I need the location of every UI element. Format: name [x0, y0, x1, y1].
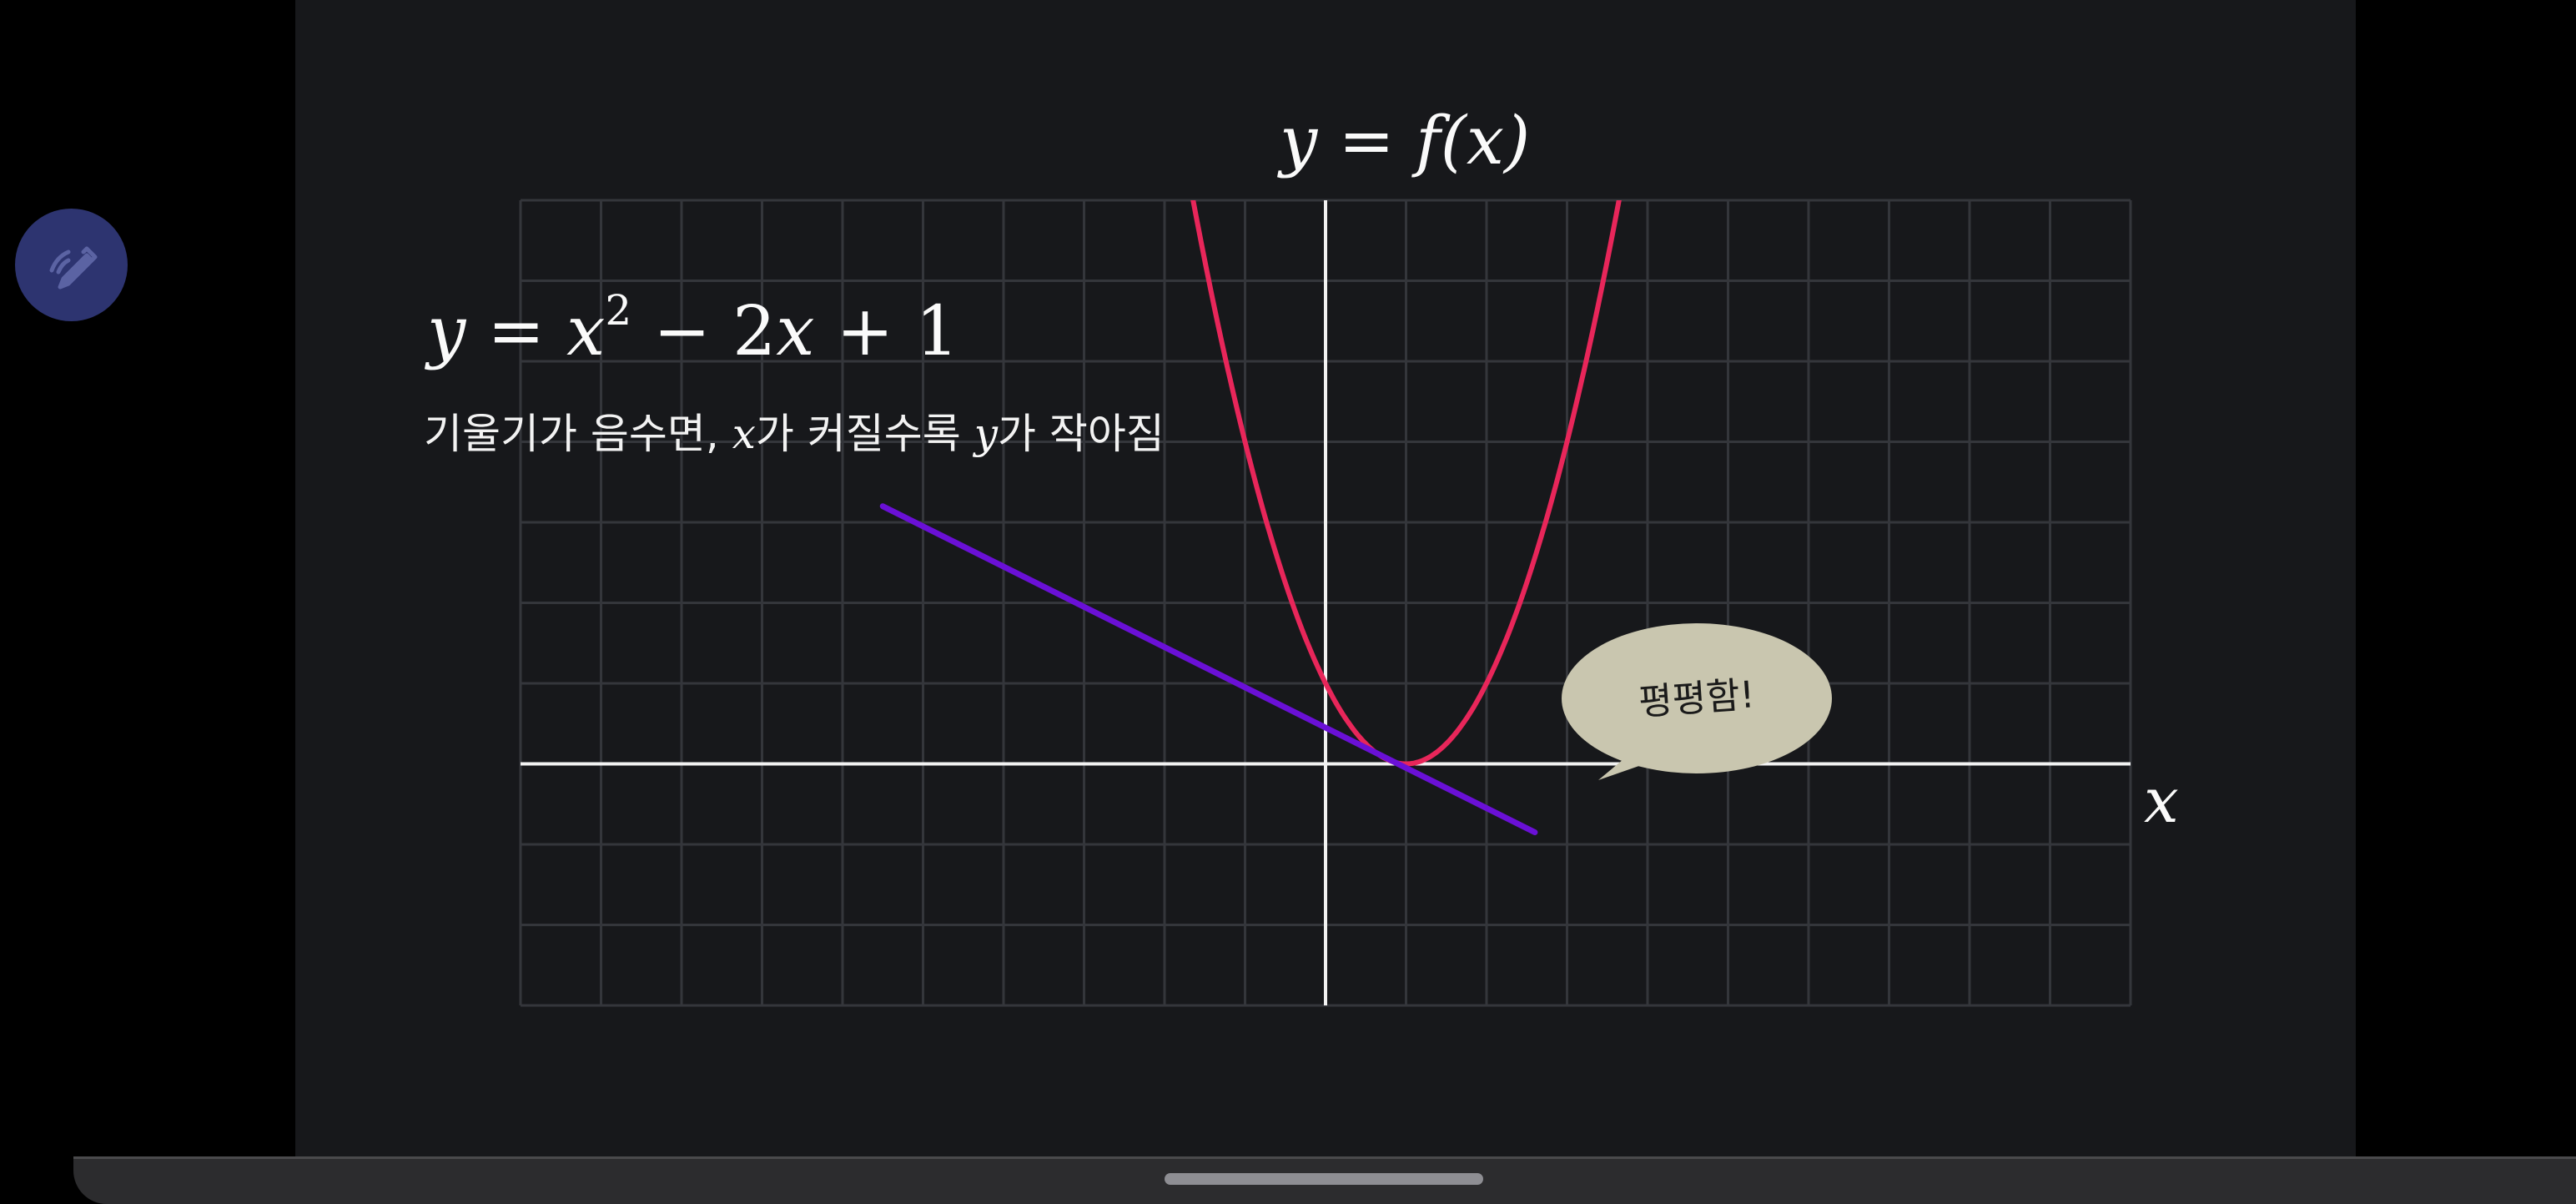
x-axis-label: x [2144, 765, 2179, 837]
eq-lhs: y [424, 292, 467, 371]
eq-mid: − 2 [631, 292, 776, 371]
eq-exponent: 2 [605, 286, 631, 335]
eq-x1: x [566, 292, 605, 371]
description-text: 기울기가 음수면, x가 커질수록 y가 작아짐 [424, 410, 1165, 458]
series-layer [879, 200, 1622, 836]
eq-equals: = [465, 292, 566, 371]
home-indicator[interactable] [1165, 1173, 1483, 1185]
desc-part2: 가 커질수록 [756, 410, 974, 458]
desc-part1: 기울기가 음수면, [424, 410, 732, 458]
bubble-body [1562, 623, 1832, 773]
pen-icon [49, 246, 97, 289]
chart: y = f(x) x y = x2 − 2x + 1 기울기가 음수면, x가 … [424, 102, 2179, 1007]
tangent-line-series [879, 503, 1538, 836]
desc-var-x: x [732, 410, 756, 458]
eq-tail: + 1 [815, 292, 959, 371]
pen-tool-button[interactable] [15, 209, 128, 321]
axes [521, 200, 2131, 1005]
chart-title: y = f(x) [1277, 102, 1530, 179]
speech-bubble: 평평함! [1562, 623, 1832, 780]
eq-x2: x [776, 292, 814, 371]
equation-text: y = x2 − 2x + 1 [424, 286, 959, 371]
desc-part3: 가 작아짐 [998, 410, 1165, 458]
slide-stage: y = f(x) x y = x2 − 2x + 1 기울기가 음수면, x가 … [295, 0, 2356, 1156]
desc-var-y: y [973, 410, 999, 458]
curve-series [1190, 200, 1622, 767]
bubble-text: 평평함! [1638, 673, 1756, 724]
